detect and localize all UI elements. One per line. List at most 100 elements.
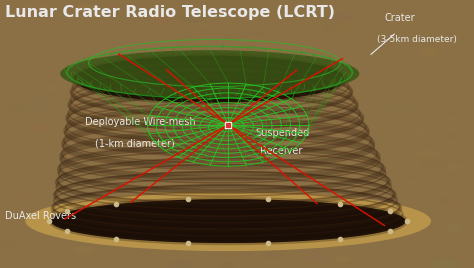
Ellipse shape <box>257 96 272 102</box>
Ellipse shape <box>369 185 376 188</box>
Ellipse shape <box>47 40 55 43</box>
Ellipse shape <box>105 193 118 199</box>
Ellipse shape <box>235 119 255 127</box>
Ellipse shape <box>320 61 337 68</box>
Ellipse shape <box>359 192 374 198</box>
Ellipse shape <box>9 238 14 240</box>
Ellipse shape <box>99 238 124 248</box>
Ellipse shape <box>241 188 259 195</box>
Ellipse shape <box>219 262 235 268</box>
Ellipse shape <box>444 199 465 207</box>
Ellipse shape <box>362 55 368 58</box>
Ellipse shape <box>89 222 97 226</box>
Ellipse shape <box>237 106 258 115</box>
Ellipse shape <box>44 85 61 91</box>
Ellipse shape <box>252 188 274 198</box>
Ellipse shape <box>363 196 383 204</box>
Ellipse shape <box>239 252 252 257</box>
Ellipse shape <box>310 17 332 25</box>
Ellipse shape <box>66 200 74 204</box>
Ellipse shape <box>150 13 162 18</box>
Ellipse shape <box>74 3 96 13</box>
Ellipse shape <box>109 197 136 208</box>
Ellipse shape <box>332 89 356 99</box>
Ellipse shape <box>388 181 397 185</box>
Ellipse shape <box>335 235 361 245</box>
Ellipse shape <box>22 1 49 12</box>
Ellipse shape <box>330 106 357 117</box>
Ellipse shape <box>392 158 416 168</box>
Ellipse shape <box>321 209 328 213</box>
Ellipse shape <box>30 125 44 130</box>
Ellipse shape <box>393 12 401 15</box>
Ellipse shape <box>261 129 280 136</box>
Text: Deployable Wire-mesh: Deployable Wire-mesh <box>85 117 196 127</box>
Ellipse shape <box>366 191 375 194</box>
Text: Suspended: Suspended <box>256 128 310 138</box>
Ellipse shape <box>217 100 230 105</box>
Ellipse shape <box>274 231 301 242</box>
Ellipse shape <box>167 260 192 268</box>
Ellipse shape <box>430 259 457 268</box>
Ellipse shape <box>58 187 71 192</box>
Ellipse shape <box>38 214 44 217</box>
Ellipse shape <box>394 47 404 51</box>
Ellipse shape <box>307 253 330 262</box>
Ellipse shape <box>261 12 279 20</box>
Ellipse shape <box>60 50 359 97</box>
Ellipse shape <box>236 46 261 57</box>
Ellipse shape <box>446 224 464 231</box>
Ellipse shape <box>205 100 216 104</box>
Ellipse shape <box>78 217 90 221</box>
Ellipse shape <box>55 226 63 229</box>
Text: Crater: Crater <box>385 13 416 23</box>
Ellipse shape <box>419 47 438 55</box>
Ellipse shape <box>291 188 318 198</box>
Ellipse shape <box>252 30 265 36</box>
Ellipse shape <box>25 191 431 251</box>
Ellipse shape <box>102 233 121 241</box>
Ellipse shape <box>152 52 157 54</box>
Ellipse shape <box>50 9 69 16</box>
Ellipse shape <box>226 252 237 256</box>
Ellipse shape <box>156 189 173 196</box>
Ellipse shape <box>421 31 431 35</box>
Ellipse shape <box>372 191 379 194</box>
Text: Receiver: Receiver <box>260 146 303 157</box>
Ellipse shape <box>354 214 358 216</box>
Ellipse shape <box>303 219 328 230</box>
Ellipse shape <box>273 120 299 130</box>
Ellipse shape <box>448 115 471 124</box>
Ellipse shape <box>448 165 461 170</box>
Ellipse shape <box>9 106 29 114</box>
Ellipse shape <box>320 25 337 31</box>
Ellipse shape <box>20 114 47 125</box>
Ellipse shape <box>31 98 58 109</box>
Ellipse shape <box>323 71 343 79</box>
Ellipse shape <box>10 22 21 27</box>
Ellipse shape <box>389 103 410 111</box>
Ellipse shape <box>404 175 417 180</box>
Ellipse shape <box>149 14 173 24</box>
Ellipse shape <box>315 77 328 82</box>
Ellipse shape <box>214 87 223 91</box>
Text: (1-km diameter): (1-km diameter) <box>94 138 174 148</box>
Ellipse shape <box>191 157 210 165</box>
Polygon shape <box>51 55 406 243</box>
Ellipse shape <box>340 131 350 135</box>
Ellipse shape <box>413 128 429 134</box>
Ellipse shape <box>73 246 94 255</box>
Ellipse shape <box>414 148 441 159</box>
Text: DuAxel Rovers: DuAxel Rovers <box>5 211 76 221</box>
Ellipse shape <box>334 255 352 263</box>
Ellipse shape <box>317 157 325 160</box>
Ellipse shape <box>195 23 208 28</box>
Text: Lunar Crater Radio Telescope (LCRT): Lunar Crater Radio Telescope (LCRT) <box>5 5 335 20</box>
Ellipse shape <box>17 189 40 199</box>
Ellipse shape <box>74 132 89 137</box>
Ellipse shape <box>181 13 205 23</box>
Ellipse shape <box>243 79 263 87</box>
Ellipse shape <box>436 197 452 204</box>
Ellipse shape <box>264 252 283 259</box>
Ellipse shape <box>277 106 302 117</box>
